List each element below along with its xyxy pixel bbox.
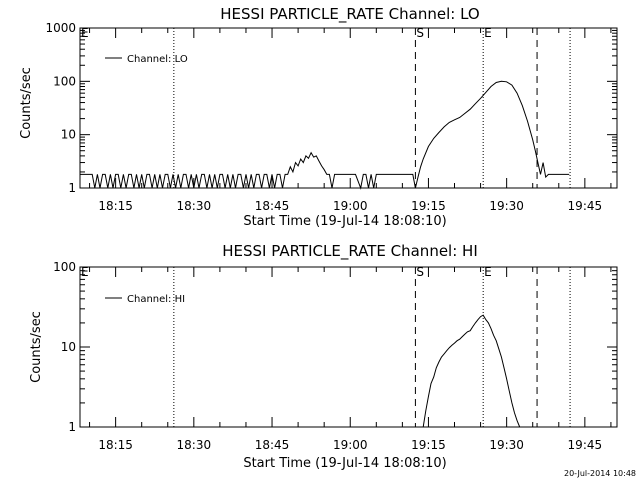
x-axis-label-lo: Start Time (19-Jul-14 18:08:10) (243, 214, 446, 229)
x-tick-label-lo: 19:00 (333, 199, 368, 213)
x-tick-label-lo: 19:15 (411, 199, 446, 213)
x-tick-label-hi: 19:00 (333, 438, 368, 452)
plot-frame-lo (79, 27, 618, 189)
x-axis-label-hi: Start Time (19-Jul-14 18:08:10) (243, 456, 446, 471)
event-marker-label-lo-2: S (416, 26, 424, 40)
event-marker-label-hi-2: S (416, 265, 424, 279)
y-tick-label-hi: 10 (61, 340, 76, 354)
panel-lo: HESSI PARTICLE_RATE Channel: LO Counts/s… (19, 5, 618, 229)
plot-frame-hi (79, 266, 618, 428)
x-tick-label-lo: 18:30 (177, 199, 212, 213)
series-line-lo (80, 80, 570, 190)
y-tick-label-hi: 1 (68, 420, 76, 434)
x-tick-label-hi: 19:15 (411, 438, 446, 452)
legend-text-hi: Channel: HI (127, 294, 185, 305)
panel-hi: HESSI PARTICLE_RATE Channel: HI Counts/s… (29, 242, 618, 471)
x-tick-label-lo: 18:45 (255, 199, 290, 213)
timestamp: 20-Jul-2014 10:48 (564, 469, 636, 478)
event-marker-label-hi-0: E (81, 265, 89, 279)
x-tick-label-hi: 18:30 (177, 438, 212, 452)
y-tick-label-lo: 1 (68, 181, 76, 195)
event-marker-label-hi-3: E (484, 265, 492, 279)
y-tick-label-lo: 1000 (45, 21, 76, 35)
y-tick-label-hi: 100 (53, 260, 76, 274)
y-axis-label-lo: Counts/sec (19, 67, 34, 139)
series-line-hi (422, 314, 521, 428)
x-tick-label-hi: 19:30 (489, 438, 524, 452)
x-tick-label-lo: 19:45 (568, 199, 603, 213)
axes-hi: 1 10 100 18:15 18:30 18:45 19:00 19:15 19:30 19:4… (53, 260, 618, 452)
x-tick-label-hi: 19:45 (568, 438, 603, 452)
chart-title-lo: HESSI PARTICLE_RATE Channel: LO (220, 5, 479, 24)
x-tick-label-lo: 19:30 (489, 199, 524, 213)
event-marker-label-lo-3: E (484, 26, 492, 40)
y-tick-label-lo: 10 (61, 128, 76, 142)
x-tick-label-hi: 18:45 (255, 438, 290, 452)
y-axis-label-hi: Counts/sec (29, 311, 44, 383)
legend-text-lo: Channel: LO (127, 54, 188, 65)
x-tick-label-lo: 18:15 (98, 199, 133, 213)
y-tick-label-lo: 100 (53, 74, 76, 88)
chart-title-hi: HESSI PARTICLE_RATE Channel: HI (222, 242, 478, 261)
axes-lo: 1 10 100 1000 18:15 18:30 18:45 19:00 19:15 19:30… (45, 21, 618, 213)
x-tick-label-hi: 18:15 (98, 438, 133, 452)
